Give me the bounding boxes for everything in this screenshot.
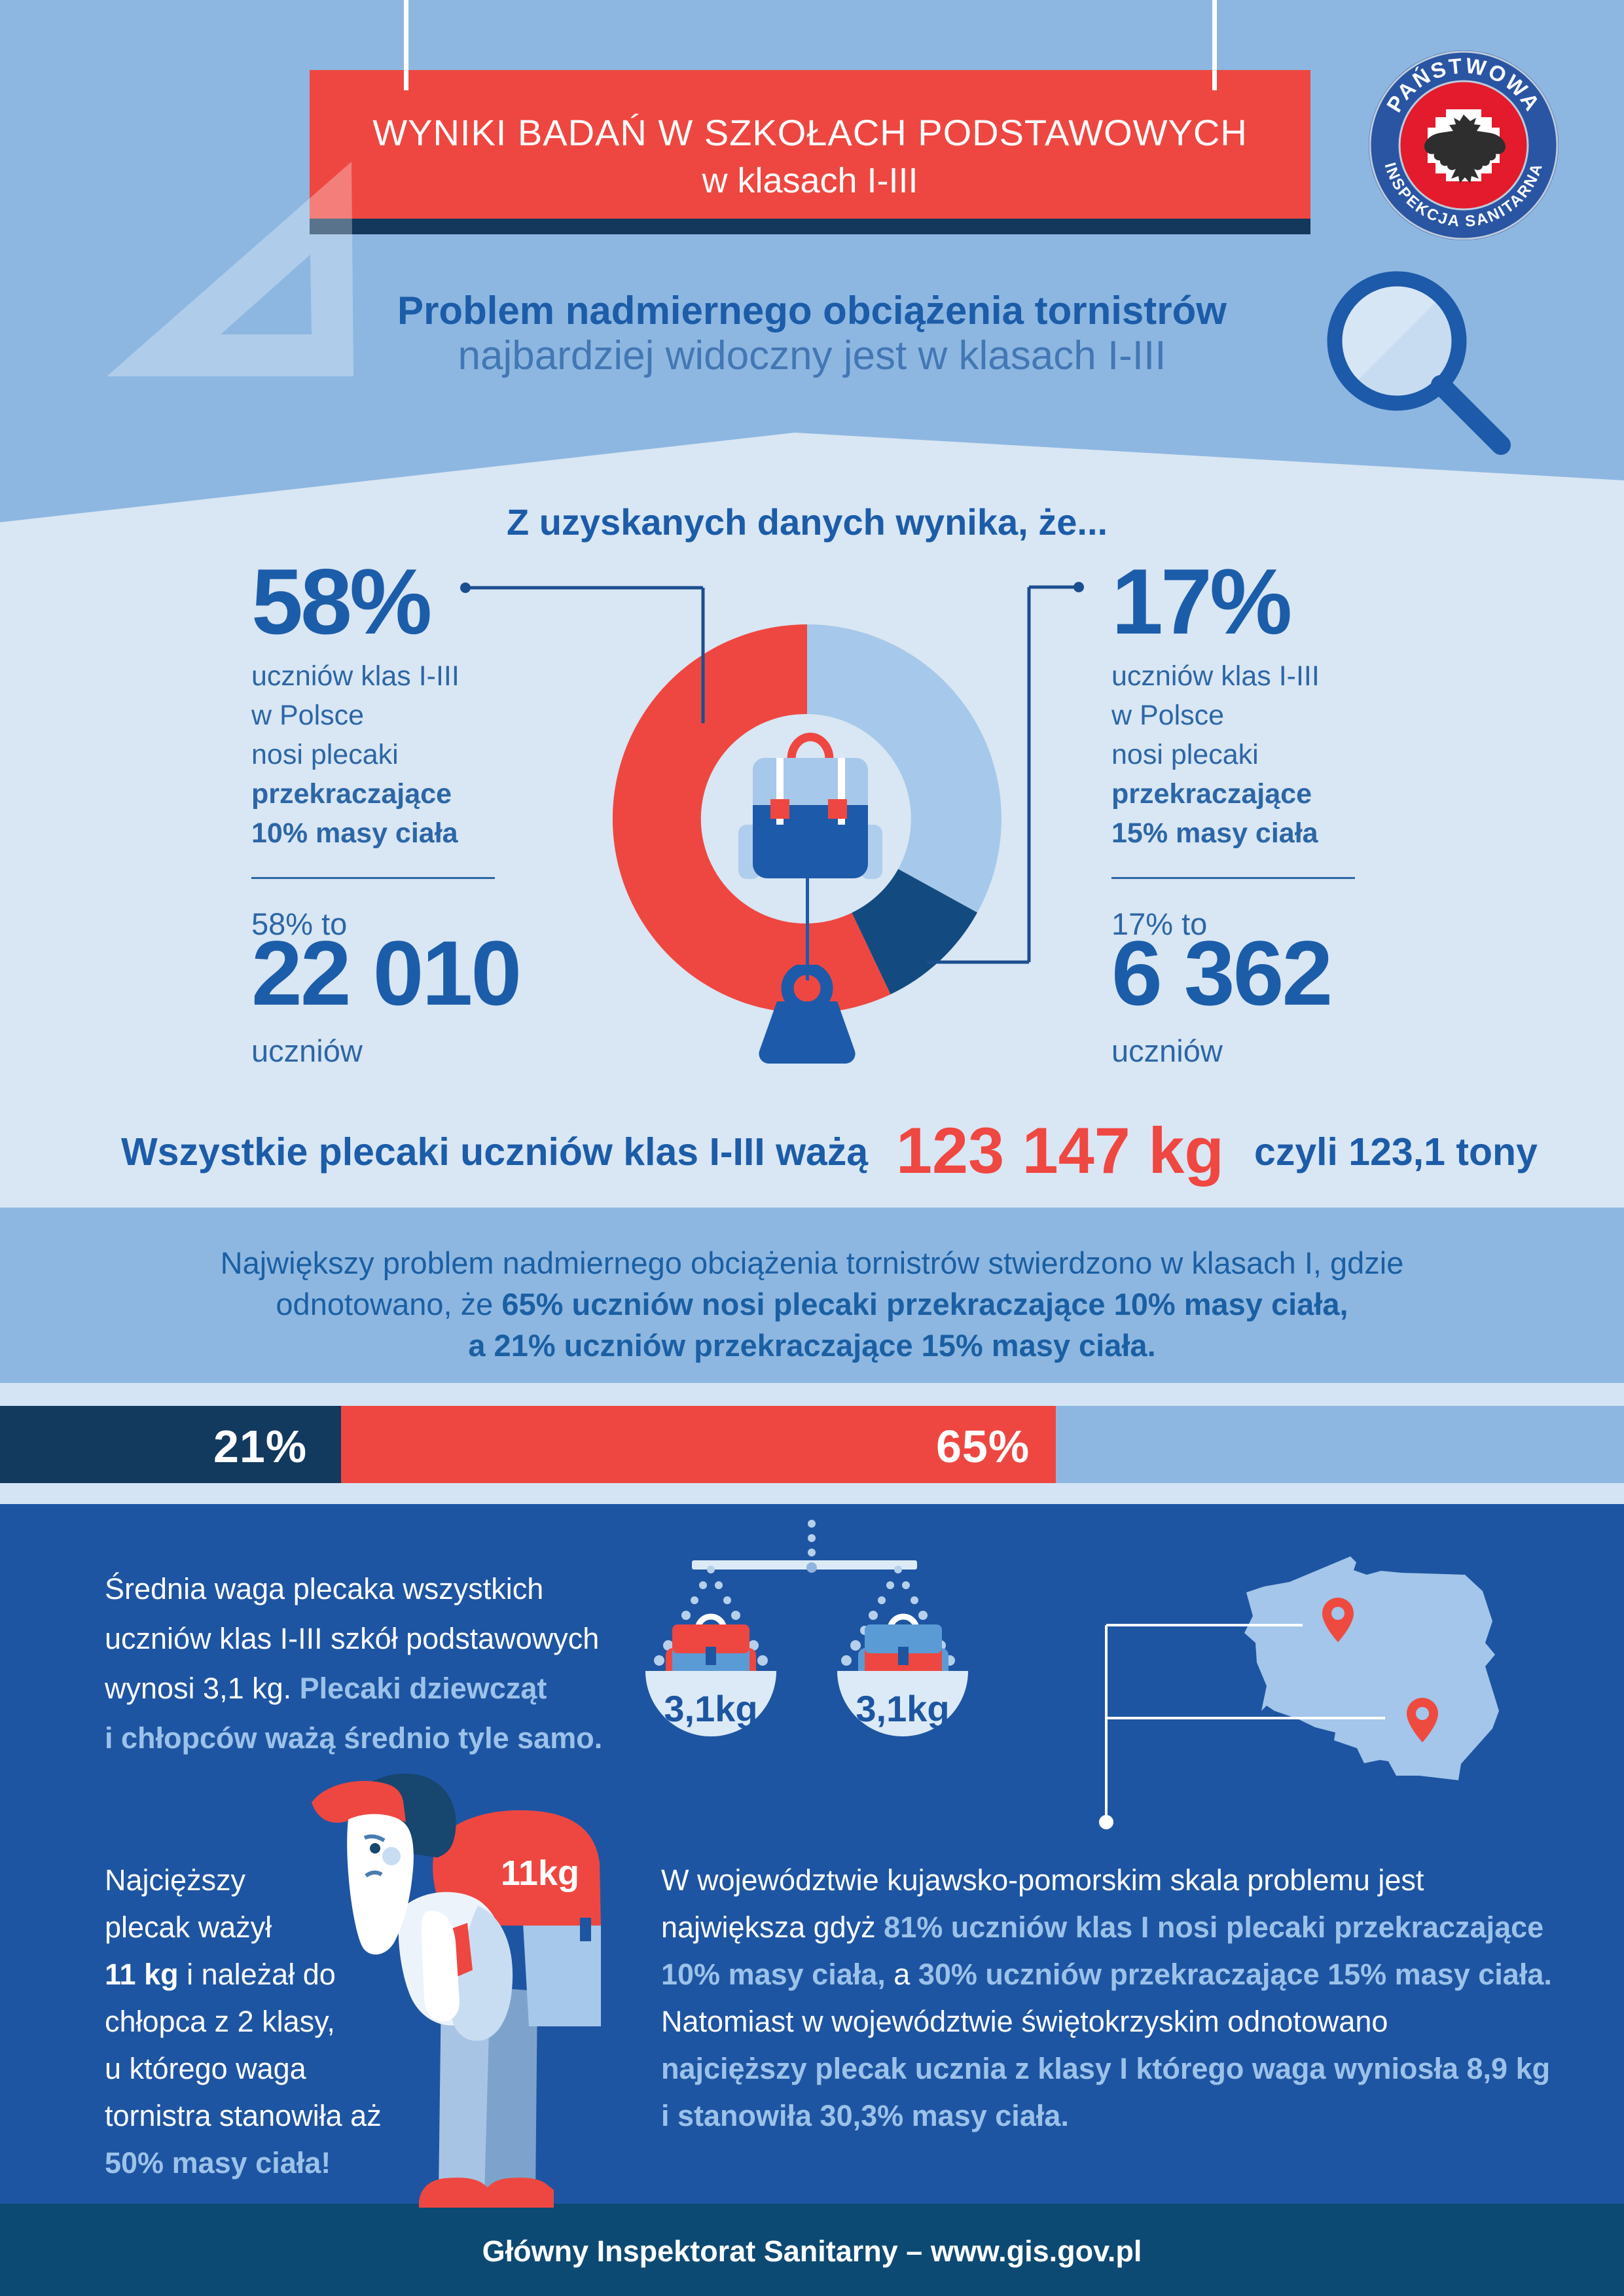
svg-text:3,1kg: 3,1kg <box>664 1688 757 1729</box>
svg-text:11kg: 11kg <box>501 1854 579 1893</box>
svg-text:3,1kg: 3,1kg <box>856 1688 949 1729</box>
